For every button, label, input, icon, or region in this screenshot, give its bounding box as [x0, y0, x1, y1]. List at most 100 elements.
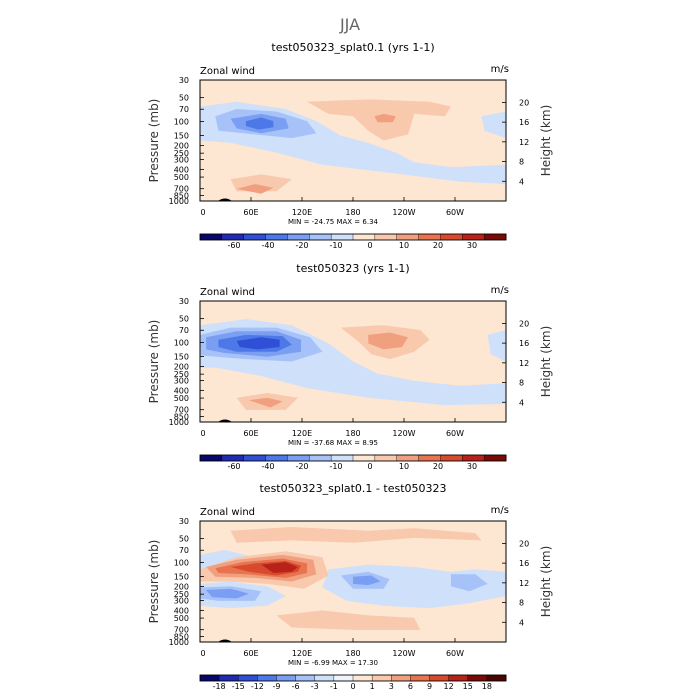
y-tick-label: 850 [174, 191, 189, 200]
y-tick-label: 100 [174, 559, 189, 568]
y-tick-label: 300 [174, 596, 189, 605]
y-right-tick-label: 4 [519, 177, 524, 186]
colorbar-label: -40 [261, 462, 274, 471]
colorbar-label: -18 [213, 682, 226, 691]
variable-label: Zonal wind [200, 507, 255, 518]
colorbar-label: -15 [232, 682, 245, 691]
x-tick-label: 0 [200, 208, 205, 217]
contour-region [261, 562, 298, 573]
topography-mark [218, 419, 232, 422]
colorbar-swatch [243, 454, 267, 462]
colorbar-label: 6 [408, 682, 413, 691]
colorbar-swatch [218, 674, 239, 682]
y-tick-label: 30 [179, 517, 189, 526]
y-tick-label: 400 [174, 386, 189, 395]
units-label: m/s [491, 285, 509, 296]
y-tick-label: 700 [174, 185, 189, 194]
colorbar-swatch [287, 233, 310, 241]
contour-region [236, 337, 280, 350]
colorbar-label: -1 [330, 682, 338, 691]
colorbar-frame [199, 454, 507, 462]
colorbar-swatch [371, 674, 392, 682]
colorbar-label: -60 [227, 241, 240, 250]
y-tick-label: 70 [179, 326, 189, 335]
colorbar-label: -40 [261, 241, 274, 250]
colorbar-label: -9 [273, 682, 281, 691]
colorbar-swatch [374, 454, 398, 462]
colorbar-swatch [486, 674, 507, 682]
colorbar-swatch [199, 454, 223, 462]
x-tick-label: 120W [392, 649, 415, 658]
y-right-tick-label: 20 [519, 319, 529, 328]
colorbar-swatch [295, 674, 316, 682]
colorbar-swatch [352, 674, 373, 682]
colorbar-label: 15 [463, 682, 473, 691]
contour-region [353, 575, 381, 586]
y-tick-label: 500 [174, 614, 189, 623]
panel-title: test050323_splat0.1 (yrs 1-1) [271, 41, 434, 54]
y-axis-title: Pressure (mb) [147, 320, 161, 404]
panel-1: test050323_splat0.1 (yrs 1-1) Zonal wind m… [147, 41, 553, 250]
colorbar-label: 10 [399, 462, 409, 471]
x-tick-label: 120E [292, 429, 312, 438]
contour-region [236, 184, 274, 194]
y-tick-label: 1000 [169, 197, 189, 206]
colorbar-label: -20 [295, 462, 308, 471]
colorbar-swatch [314, 674, 335, 682]
contour-region [245, 117, 274, 130]
units-label: m/s [491, 505, 509, 516]
y-tick-label: 300 [174, 376, 189, 385]
x-tick-label: 120E [292, 208, 312, 217]
x-tick-label: 120W [392, 429, 415, 438]
contour-field [200, 521, 506, 642]
panel-title: test050323_splat0.1 - test050323 [259, 482, 446, 495]
colorbar-swatch [330, 233, 354, 241]
y-right-tick-label: 12 [519, 359, 529, 368]
colorbar-swatch [199, 233, 223, 241]
topography-mark [218, 639, 232, 642]
y-tick-label: 50 [179, 315, 189, 324]
x-tick-label: 180 [345, 429, 360, 438]
colorbar-label: -3 [311, 682, 319, 691]
colorbar-label: -60 [227, 462, 240, 471]
colorbar-swatch [333, 674, 354, 682]
y-right-axis-title: Height (km) [539, 546, 553, 617]
y-tick-label: 400 [174, 606, 189, 615]
colorbar-swatch [391, 674, 411, 682]
contour-field [200, 80, 506, 201]
y-tick-label: 200 [174, 362, 189, 371]
y-tick-label: 150 [174, 573, 189, 582]
y-tick-label: 50 [179, 94, 189, 103]
colorbar-swatch [467, 674, 488, 682]
variable-label: Zonal wind [200, 287, 255, 298]
y-right-tick-label: 12 [519, 579, 529, 588]
y-right-tick-label: 20 [519, 539, 529, 548]
y-right-tick-label: 4 [519, 398, 524, 407]
y-tick-label: 700 [174, 626, 189, 635]
contour-region [487, 330, 506, 362]
colorbar-swatch [221, 233, 245, 241]
y-right-tick-label: 4 [519, 618, 524, 627]
colorbar-swatch [448, 674, 469, 682]
y-tick-label: 500 [174, 394, 189, 403]
colorbar-label: -20 [295, 241, 308, 250]
colorbar-swatch [418, 454, 441, 462]
colorbar-swatch [462, 233, 485, 241]
y-right-tick-label: 8 [519, 599, 524, 608]
contour-region [450, 574, 488, 592]
colorbar-swatch [429, 674, 450, 682]
colorbar-label: 10 [399, 241, 409, 250]
colorbar-label: 0 [350, 682, 355, 691]
contour-region [249, 397, 283, 408]
colorbar-label: -6 [292, 682, 300, 691]
y-axis-title: Pressure (mb) [147, 540, 161, 624]
panel-3: test050323_splat0.1 - test050323 Zonal wi… [147, 482, 553, 691]
colorbar-label: 20 [433, 462, 443, 471]
colorbar-label: -12 [251, 682, 264, 691]
colorbar-swatch [330, 454, 354, 462]
y-tick-label: 200 [174, 582, 189, 591]
figure-title: JJA [339, 15, 360, 34]
colorbar-swatch [309, 233, 332, 241]
x-tick-label: 120E [292, 649, 312, 658]
